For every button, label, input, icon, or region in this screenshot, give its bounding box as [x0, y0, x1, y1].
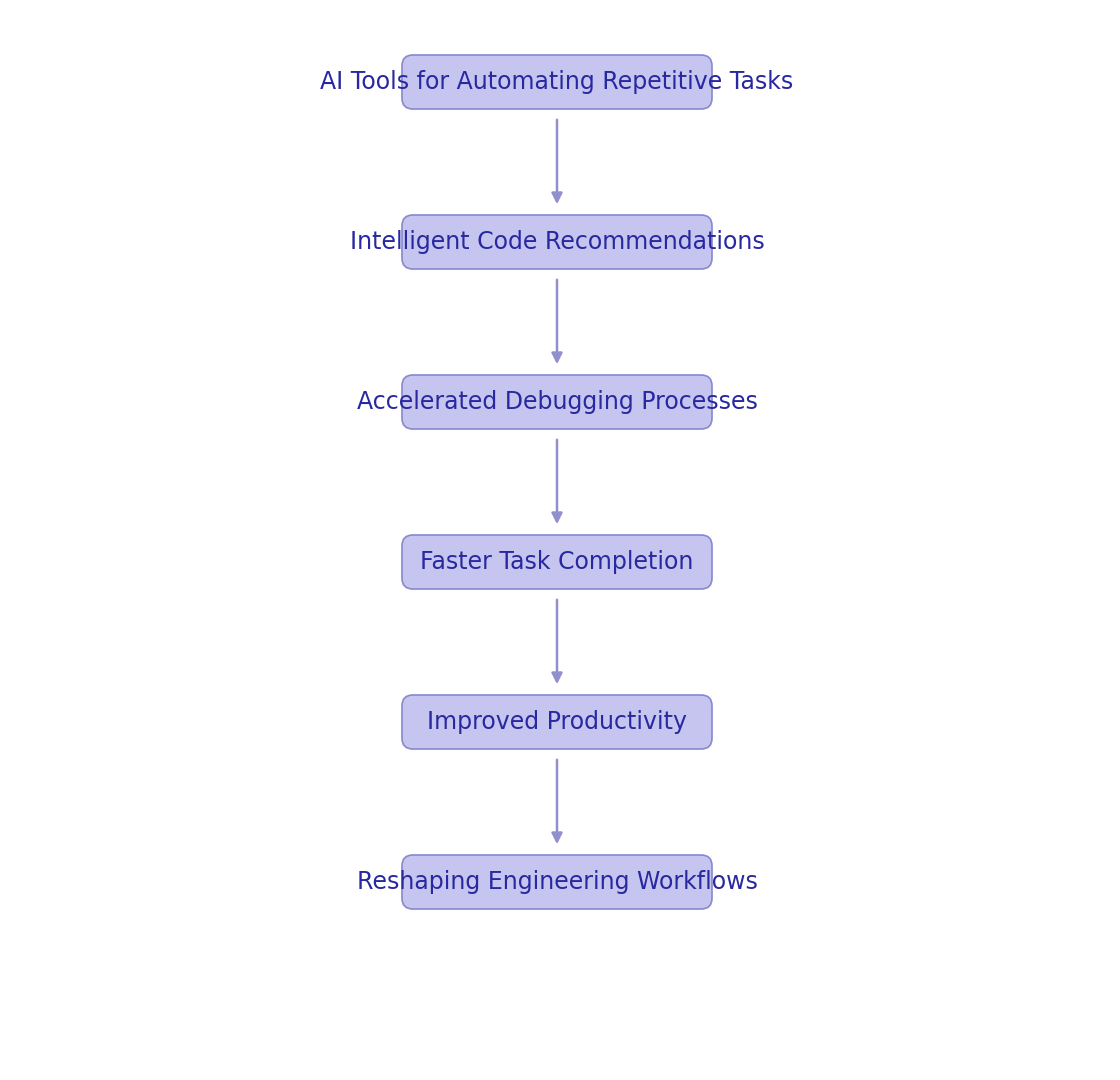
FancyBboxPatch shape — [402, 55, 712, 109]
Text: Accelerated Debugging Processes: Accelerated Debugging Processes — [356, 390, 757, 414]
FancyBboxPatch shape — [402, 375, 712, 429]
FancyBboxPatch shape — [402, 215, 712, 269]
FancyBboxPatch shape — [402, 855, 712, 909]
FancyBboxPatch shape — [402, 696, 712, 750]
Text: Reshaping Engineering Workflows: Reshaping Engineering Workflows — [356, 870, 757, 894]
Text: Improved Productivity: Improved Productivity — [427, 710, 687, 734]
Text: AI Tools for Automating Repetitive Tasks: AI Tools for Automating Repetitive Tasks — [320, 70, 794, 94]
FancyBboxPatch shape — [402, 535, 712, 589]
Text: Intelligent Code Recommendations: Intelligent Code Recommendations — [349, 230, 764, 254]
Text: Faster Task Completion: Faster Task Completion — [420, 550, 693, 573]
